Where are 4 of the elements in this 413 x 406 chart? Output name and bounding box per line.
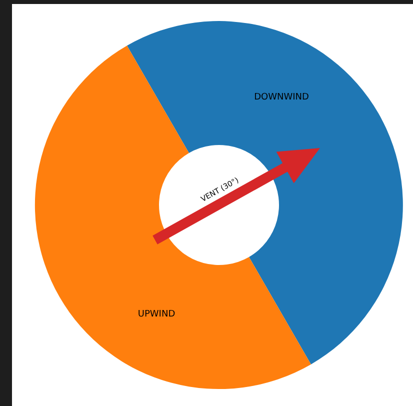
slice-label: UPWIND <box>138 309 176 320</box>
slice-label: DOWNWIND <box>254 92 309 103</box>
donut-slice <box>35 46 311 389</box>
donut-slice <box>127 21 403 364</box>
